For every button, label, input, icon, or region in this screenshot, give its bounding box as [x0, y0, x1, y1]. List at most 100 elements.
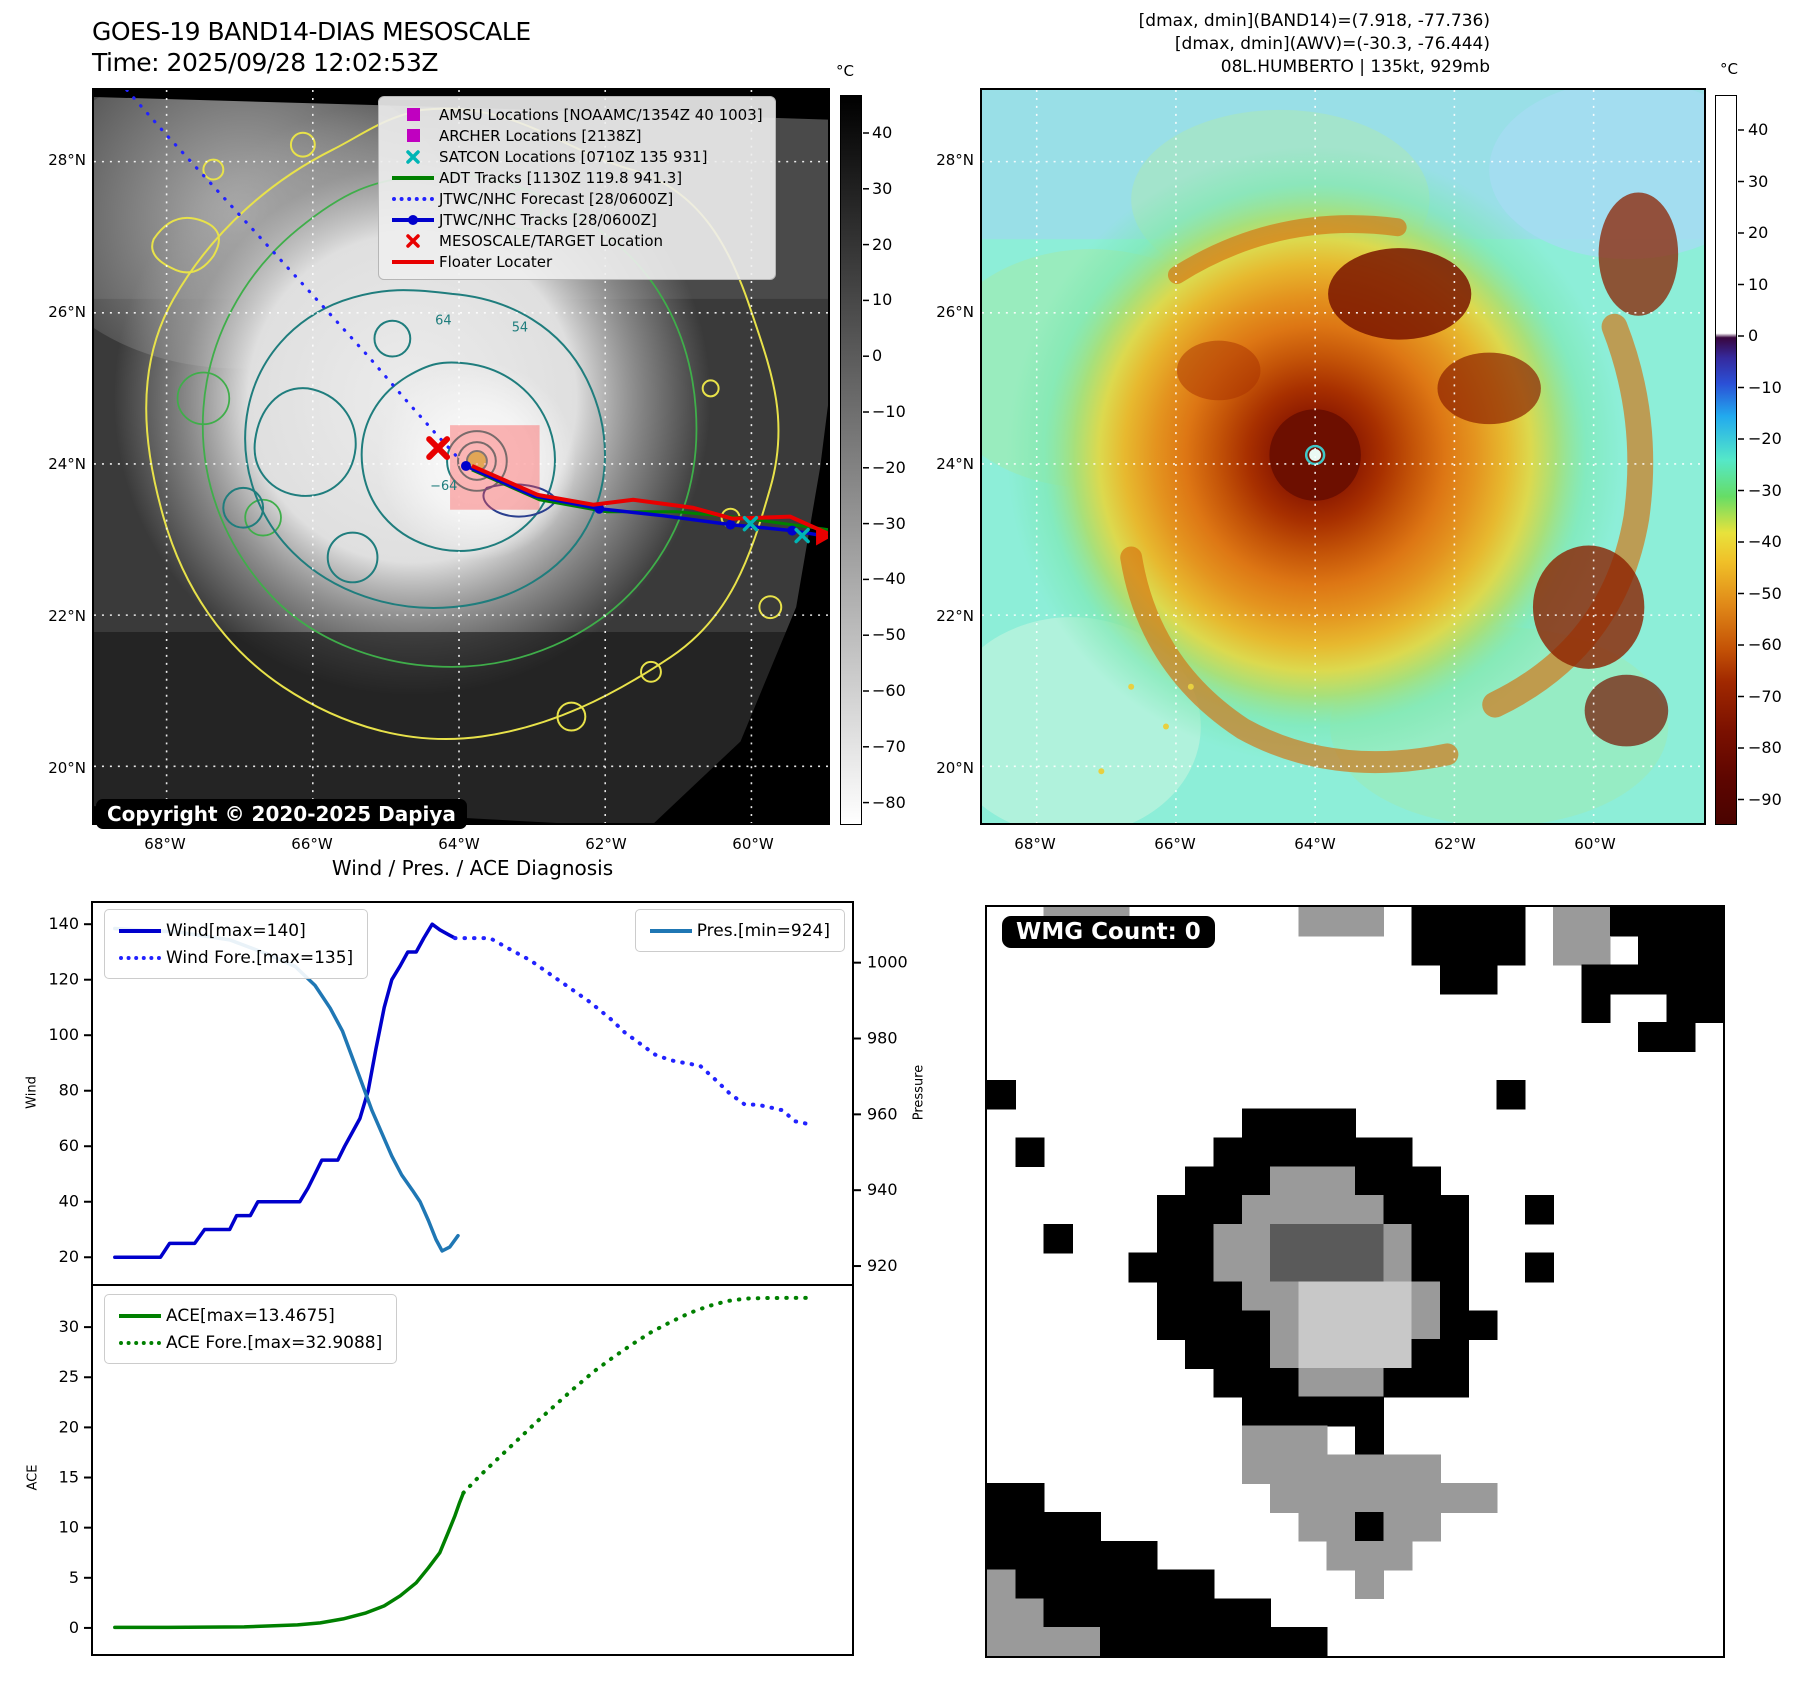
line-dot-marker-icon [387, 214, 439, 225]
contour-label: 54 [512, 321, 528, 336]
wmg-pixel [1411, 1195, 1441, 1225]
wmg-pixel [1638, 935, 1668, 966]
graticule [982, 90, 1704, 823]
wmg-pixel [1326, 1454, 1356, 1485]
right-colorbar-tick: −50 [1748, 583, 1782, 603]
right-colorbar-tick: 30 [1748, 171, 1769, 191]
map-legend-item-label: JTWC/NHC Forecast [28/0600Z] [439, 189, 674, 208]
left-colorbar-tick: 40 [872, 123, 893, 142]
spiral-bands [1120, 215, 1654, 774]
right-colorbar-tick: 20 [1748, 223, 1769, 242]
wmg-pixel [1411, 1281, 1441, 1312]
wmg-pixel-grid [987, 907, 1723, 1656]
wmg-pixel [1298, 1425, 1328, 1456]
left-map-lat-tick: 22°N [48, 607, 86, 625]
wmg-pixel [1185, 1195, 1215, 1225]
x-marker-icon [387, 232, 439, 250]
wmg-pixel [1638, 907, 1668, 937]
wmg-pixel [1128, 1540, 1158, 1571]
right-colorbar-tick: −90 [1748, 789, 1782, 809]
left-map-lon-tick: 64°W [438, 835, 480, 853]
wmg-pixel [1355, 1252, 1385, 1283]
jtwc-track-points [461, 460, 798, 536]
wmg-pixel [1383, 1252, 1413, 1283]
wmg-pixel [1128, 1252, 1158, 1283]
left-colorbar-tick: 0 [872, 346, 883, 366]
wmg-pixel [987, 1511, 1017, 1542]
wmg-pixel [1581, 993, 1611, 1024]
wmg-pixel [1213, 1195, 1243, 1225]
left-colorbar [840, 95, 862, 825]
y-tick-label: 30 [59, 1317, 79, 1336]
y-tick-label: 0 [69, 1618, 79, 1637]
wmg-pixel [1185, 1223, 1215, 1254]
wmg-pixel [1383, 1540, 1413, 1571]
map-legend-item-label: JTWC/NHC Tracks [28/0600Z] [439, 210, 657, 229]
wmg-pixel [1241, 1367, 1271, 1398]
wmg-pixel [1043, 1598, 1073, 1629]
wmg-pixel [1298, 1108, 1328, 1139]
wmg-pixel [1439, 907, 1470, 937]
wmg-pixel [1270, 1252, 1300, 1283]
left-colorbar-unit: °C [836, 62, 854, 80]
wmg-pixel [1383, 1511, 1413, 1542]
right-colorbar-tick: −10 [1748, 377, 1782, 397]
right-colorbar-tick: −80 [1748, 738, 1782, 757]
wmg-pixel [1043, 1569, 1073, 1600]
wmg-pixel [1609, 964, 1639, 995]
wmg-pixel [1298, 1367, 1328, 1398]
wmg-pixel [1609, 907, 1639, 937]
wmg-pixel [1355, 1339, 1385, 1369]
wmg-pixel [1241, 1454, 1271, 1485]
wmg-pixel [1071, 1569, 1102, 1600]
wmg-pixel [1694, 935, 1723, 966]
wmg-pixel [1015, 1137, 1045, 1168]
wmg-pixel [1666, 993, 1696, 1024]
right-map-lon-tick: 66°W [1154, 835, 1196, 853]
wmg-pixel [987, 1079, 1017, 1110]
left-map-lat-tick: 24°N [48, 455, 86, 473]
wmg-pixel [1355, 1137, 1385, 1168]
wmg-pixel [1071, 1511, 1102, 1542]
wmg-pixel [1185, 1166, 1215, 1196]
wmg-pixel [1270, 1195, 1300, 1225]
wmg-pixel [1439, 1367, 1470, 1398]
left-colorbar-tick: −70 [872, 736, 906, 756]
ace-legend: ACE[max=13.4675] ACE Fore.[max=32.9088] [104, 1294, 398, 1364]
y-tick-label: 5 [69, 1568, 79, 1587]
wmg-pixel [1326, 1281, 1356, 1312]
wmg-pixel [1355, 1569, 1385, 1600]
solid-marker-icon [114, 1313, 166, 1318]
wmg-pixel [1298, 1454, 1328, 1485]
navy-contour [482, 483, 558, 518]
wmg-pixel [1355, 1511, 1385, 1542]
right-colorbar-tick: 0 [1748, 326, 1759, 345]
right-colorbar [1715, 95, 1737, 825]
wmg-pixel [1411, 1511, 1441, 1542]
line-marker-icon [387, 259, 439, 264]
right-map-lat-tick: 28°N [936, 151, 974, 169]
right-map-lat-tick: 22°N [936, 607, 974, 625]
wmg-pixel [1270, 1310, 1300, 1340]
wmg-pixel [1270, 1108, 1300, 1139]
wmg-pixel [1383, 1223, 1413, 1254]
contour-label: 64 [435, 314, 451, 329]
wmg-pixel [1694, 964, 1723, 995]
left-colorbar-tick: −80 [872, 792, 906, 812]
wmg-pixel [1439, 1339, 1470, 1369]
map-legend-item-label: AMSU Locations [NOAAMC/1354Z 40 1003] [439, 105, 763, 124]
wmg-pixel [1213, 1137, 1243, 1168]
chart-legend-item: ACE Fore.[max=32.9088] [114, 1329, 382, 1356]
wmg-pixel [1156, 1598, 1187, 1629]
wmg-pixel [1383, 1310, 1413, 1340]
wmg-pixel [1298, 1511, 1328, 1542]
y2-tick-label: 1000 [867, 953, 908, 972]
wmg-pixel [1298, 1223, 1328, 1254]
dotted-marker-icon [114, 1340, 166, 1345]
wmg-pixel [1241, 1396, 1271, 1427]
wmg-pixel [1468, 964, 1498, 995]
right-colorbar-unit: °C [1720, 60, 1738, 78]
wmg-pixel [1383, 1483, 1413, 1513]
y-tick-label: 15 [59, 1468, 79, 1487]
wmg-pixel [1241, 1223, 1271, 1254]
